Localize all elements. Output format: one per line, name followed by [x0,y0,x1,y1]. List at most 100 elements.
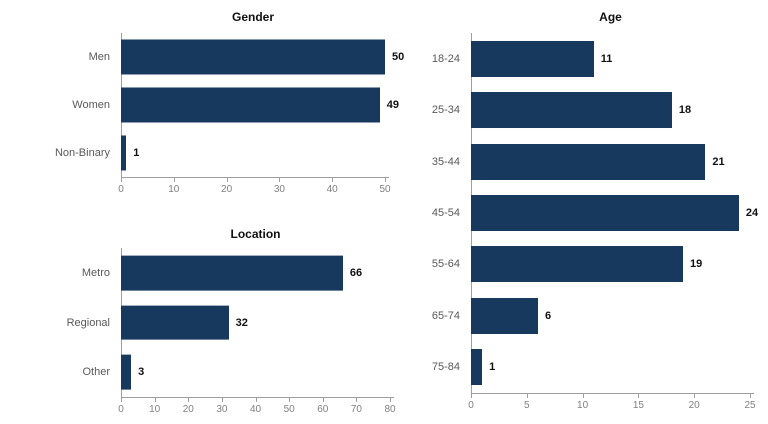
location-x-axis-ticks: 0 10 20 30 40 50 60 70 80 [118,397,396,419]
category-label: 25-34 [431,104,460,117]
tick-mark [638,394,640,398]
bar-track: 1 [121,129,385,177]
tick-label: 30 [216,404,228,415]
category-label: Other [82,366,110,379]
tick-label: 5 [524,400,530,411]
bar-track: 1 [471,342,750,393]
bar-value-label: 18 [678,104,692,117]
bar [121,87,380,123]
bar-value-label: 49 [386,99,399,111]
bar-track: 24 [471,187,758,238]
age-x-axis-ticks: 0 5 10 15 20 25 [468,393,756,415]
bar [471,349,483,386]
bar-row: Men 50 [0,33,404,81]
bar-track: 3 [121,347,390,397]
tick-mark [471,394,472,398]
bar-track: 49 [121,81,399,129]
bar-value-label: 32 [235,316,248,329]
tick-label: 10 [168,184,180,195]
bar-row: Women 49 [0,81,399,129]
bar-track: 11 [471,33,750,84]
tick-mark [332,178,334,182]
tick-mark [390,398,391,402]
bar [471,297,538,334]
bar-track: 32 [121,298,390,348]
gender-bars-area: Men 50 Women 49 Non-Binary 1 [0,33,404,177]
category-label: Metro [81,266,110,279]
location-chart: Location Metro 66 Regional 32 Other 3 0 10 20 30… [0,212,400,424]
tick-mark [221,398,223,402]
tick-mark [121,178,122,182]
tick-label: 0 [118,184,124,195]
tick-label: 50 [379,184,391,195]
bar-track: 21 [471,136,750,187]
bar [471,143,706,180]
age-chart: Age 18-24 11 25-34 18 35-44 21 45-54 24 55-64 19 6… [400,0,768,424]
category-label: 75-84 [431,361,460,374]
bar [471,246,684,283]
tick-label: 40 [326,184,338,195]
category-label: Non-Binary [54,147,110,159]
tick-mark [173,178,175,182]
bar [121,354,132,390]
bar-value-label: 21 [712,155,725,168]
tick-label: 25 [744,400,756,411]
tick-label: 40 [249,404,262,415]
bar [471,194,739,231]
tick-mark [255,398,257,402]
bar-value-label: 3 [138,366,145,379]
bar-row: 45-54 24 [400,187,758,238]
bar-row: Metro 66 [0,248,390,298]
bar [121,255,343,291]
bar [121,135,127,171]
category-label: 65-74 [431,309,460,322]
tick-label: 10 [577,400,589,411]
bar-value-label: 66 [349,266,363,279]
bar-track: 66 [121,248,390,298]
bar-row: 65-74 6 [400,290,750,341]
bar [471,40,594,77]
tick-label: 0 [468,400,474,411]
tick-mark [385,178,386,182]
tick-label: 60 [317,404,329,415]
bar-row: 35-44 21 [400,136,750,187]
tick-mark [154,398,156,402]
age-chart-title: Age [599,10,622,24]
tick-mark [289,398,291,402]
location-bars-area: Metro 66 Regional 32 Other 3 [0,248,390,397]
tick-label: 20 [221,184,233,195]
tick-label: 70 [350,404,362,415]
bar-value-label: 11 [600,52,613,65]
category-label: Women [72,99,110,111]
tick-mark [279,178,281,182]
category-label: Regional [66,316,110,329]
tick-label: 15 [632,400,644,411]
bar-value-label: 24 [745,206,759,219]
tick-mark [356,398,358,402]
category-label: 35-44 [431,155,460,168]
gender-chart-title: Gender [231,10,274,24]
bar-row: 18-24 11 [400,33,750,84]
bar-value-label: 1 [489,361,496,374]
tick-label: 10 [149,404,161,415]
tick-mark [750,394,751,398]
bar-track: 6 [471,290,750,341]
category-label: 18-24 [431,52,460,65]
bar-row: 25-34 18 [400,84,750,135]
tick-label: 20 [688,400,700,411]
bar-track: 18 [471,84,750,135]
category-label: Men [88,51,110,63]
bar-value-label: 1 [133,147,140,159]
bar-value-label: 6 [544,309,552,322]
bar-row: Other 3 [0,347,390,397]
bar [471,92,672,129]
age-x-axis-line [471,393,754,394]
bar-value-label: 19 [690,258,703,271]
category-label: 55-64 [431,258,460,271]
gender-x-axis-ticks: 0 10 20 30 40 50 [118,177,391,199]
bar-value-label: 50 [392,51,405,63]
gender-x-axis-line [121,177,389,178]
bar-row: Non-Binary 1 [0,129,385,177]
location-chart-title: Location [230,227,281,241]
